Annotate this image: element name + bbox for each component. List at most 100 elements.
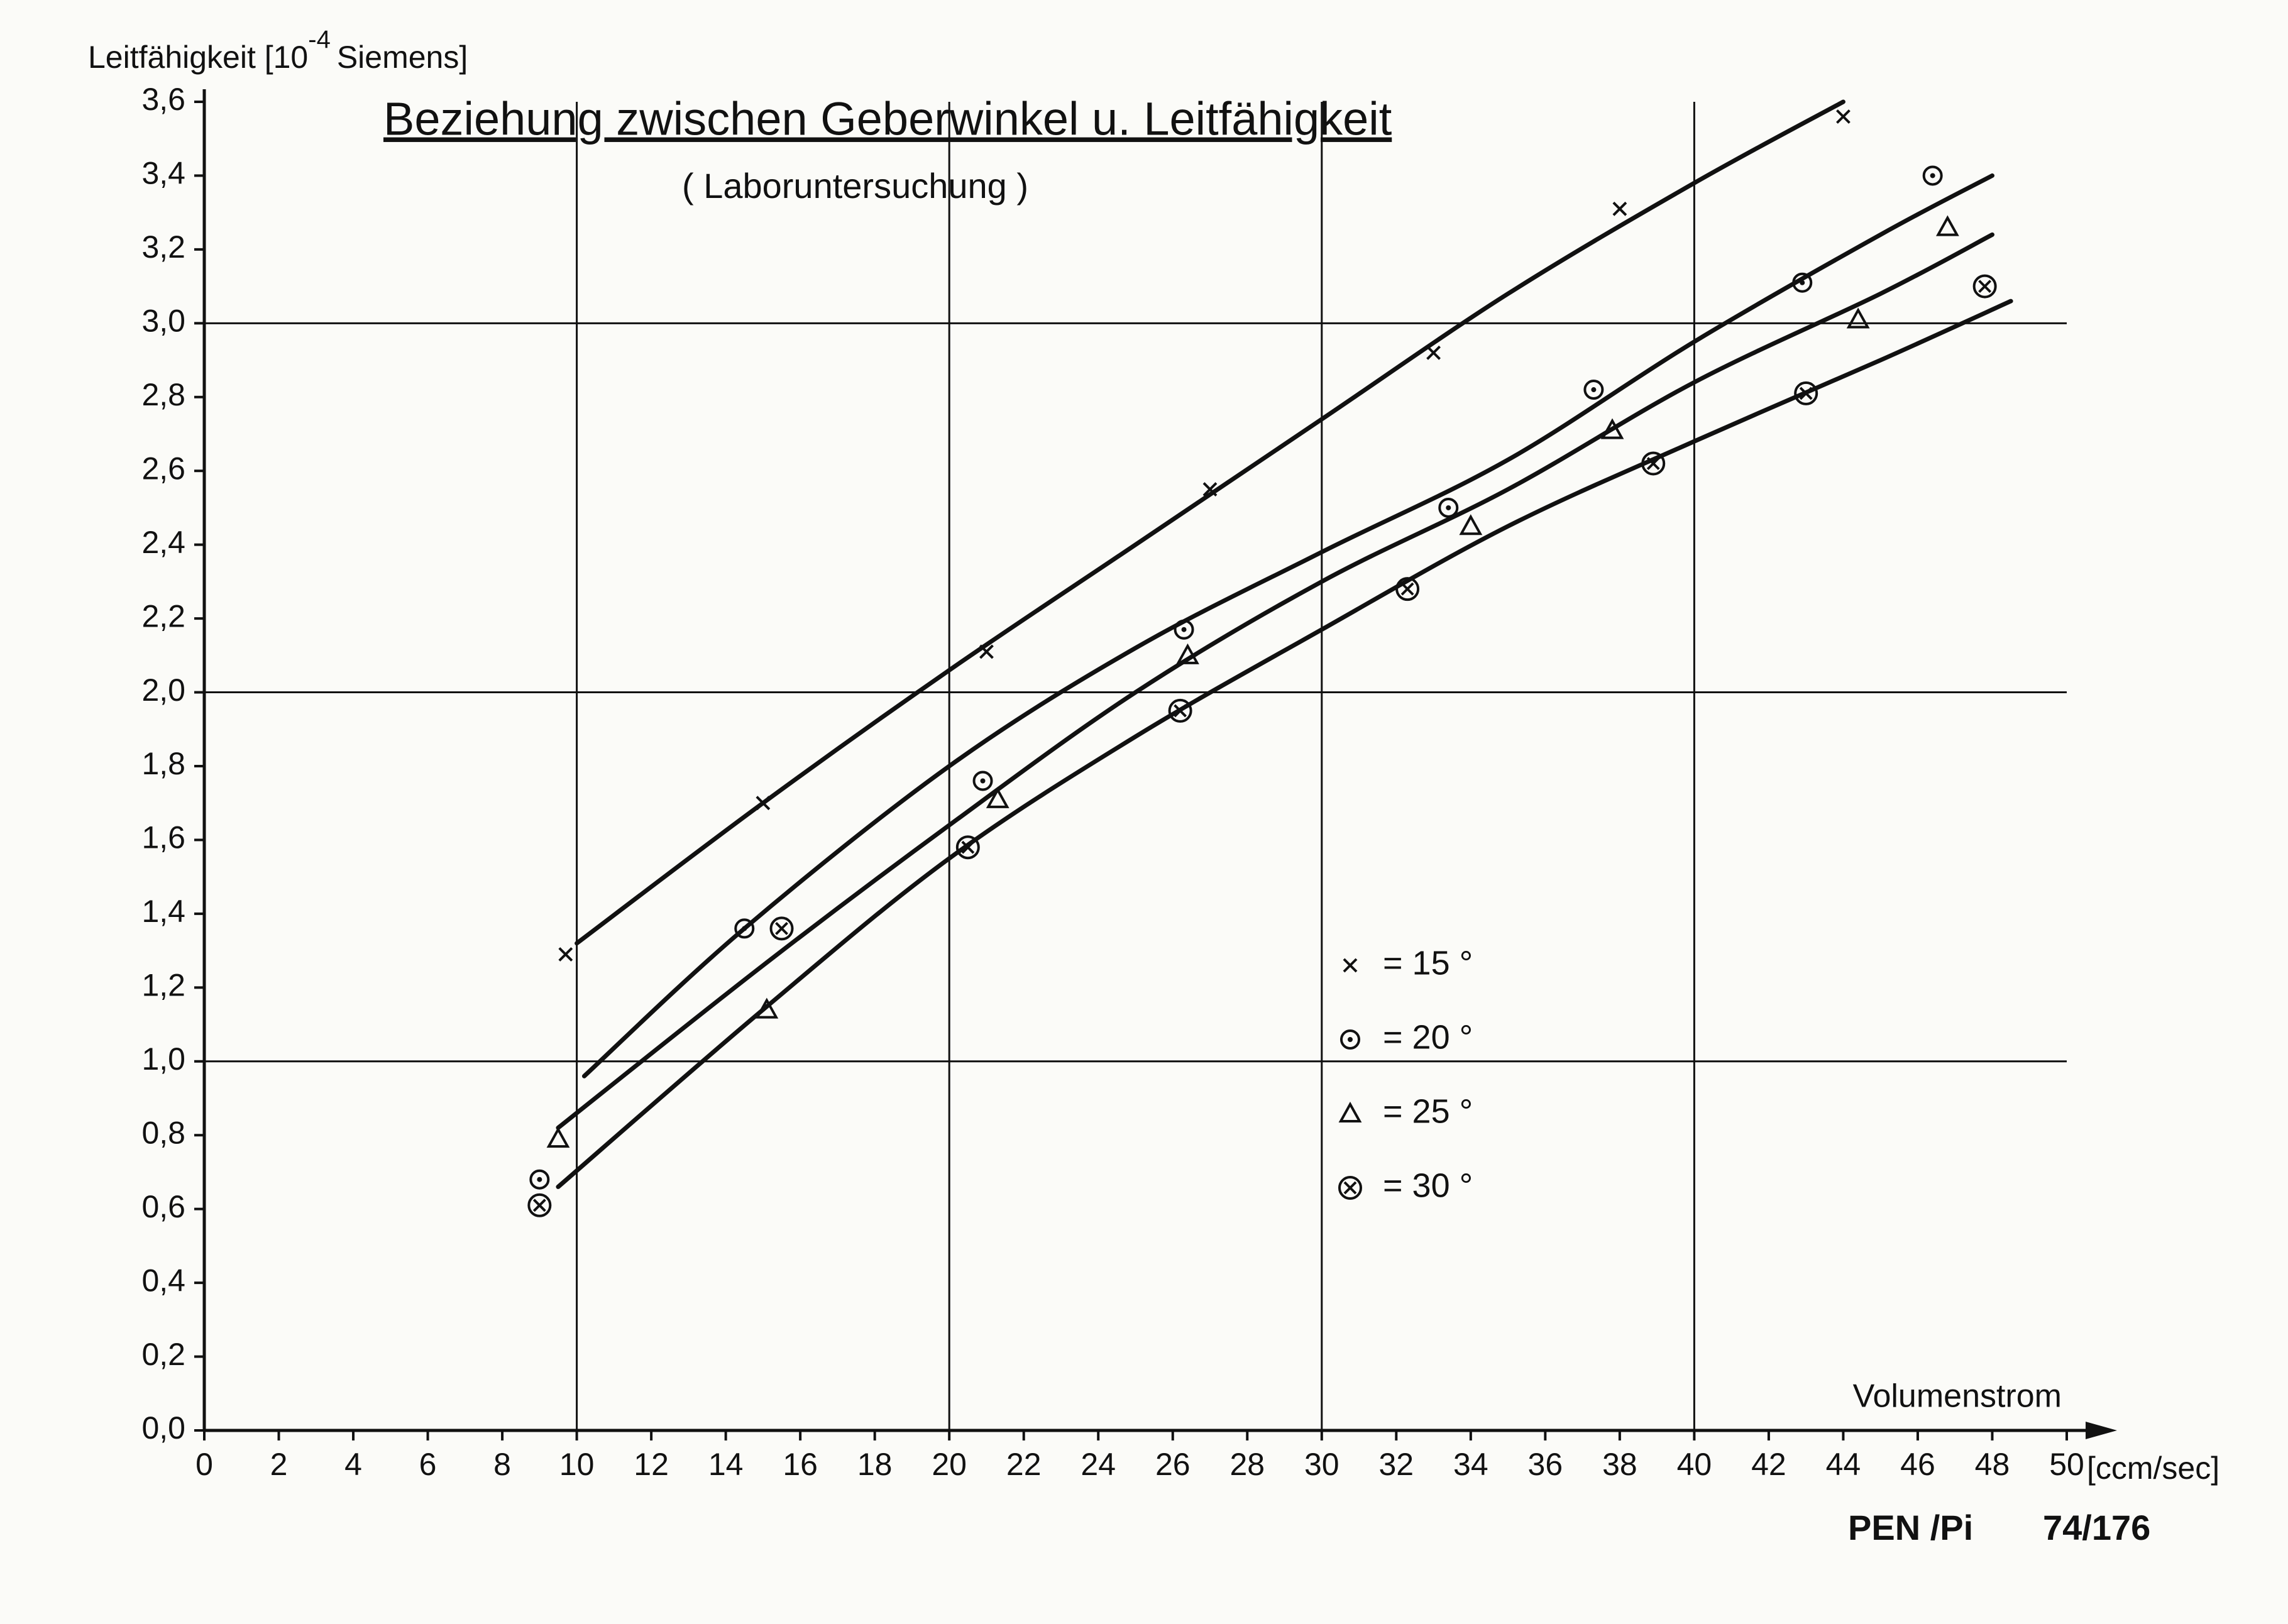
marker-shape — [1600, 418, 1624, 439]
x-tick-label: 36 — [1528, 1447, 1563, 1482]
x-tick-label: 46 — [1900, 1447, 1935, 1482]
marker-shape — [1338, 1176, 1362, 1200]
data-point — [1792, 272, 1813, 293]
x-tick-label: 44 — [1826, 1447, 1861, 1482]
data-point — [756, 796, 771, 811]
chart-subtitle: ( Laboruntersuchung ) — [682, 166, 1028, 206]
chart-title: Beziehung zwischen Geberwinkel u. Leitfä… — [383, 93, 1392, 145]
y-tick-label: 1,8 — [141, 746, 185, 781]
x-tick-label: 6 — [419, 1447, 437, 1482]
marker-dot — [1930, 173, 1935, 178]
data-point — [1176, 643, 1199, 664]
marker-x — [961, 840, 975, 854]
x-tick-label: 0 — [195, 1447, 213, 1482]
legend-label: = 25 ° — [1383, 1092, 1473, 1130]
marker-shape — [734, 918, 755, 939]
data-point — [1794, 381, 1818, 405]
legend-marker — [1338, 1176, 1362, 1200]
data-point — [734, 918, 755, 939]
data-point — [1174, 619, 1194, 640]
y-label-unit: Siemens] — [337, 40, 468, 75]
marker-shape — [1426, 345, 1441, 360]
fit-curve — [581, 173, 1994, 1078]
data-point — [955, 835, 980, 860]
legend-marker — [1340, 1029, 1360, 1050]
x-tick-label: 14 — [708, 1447, 744, 1482]
marker-shape — [546, 1126, 570, 1148]
data-point — [1846, 307, 1870, 329]
x-tick-label: 26 — [1155, 1447, 1191, 1482]
marker-shape — [1612, 201, 1627, 216]
y-tick-label: 2,4 — [141, 525, 185, 560]
marker-shape — [1176, 643, 1199, 664]
y-tick-label: 0,6 — [141, 1189, 185, 1224]
y-tick-label: 2,0 — [141, 672, 185, 708]
x-tick-label: 48 — [1975, 1447, 2010, 1482]
marker-dot — [742, 926, 747, 931]
data-point — [1922, 165, 1943, 186]
y-tick-label: 1,4 — [141, 894, 185, 929]
marker-dot — [980, 778, 986, 784]
data-point — [1168, 698, 1192, 723]
y-tick-label: 0,4 — [141, 1263, 185, 1298]
data-point — [1438, 497, 1459, 518]
footer-number: 74/176 — [2043, 1508, 2150, 1547]
marker-shape — [1395, 577, 1420, 601]
marker-shape — [527, 1193, 552, 1217]
y-tick-label: 2,8 — [141, 377, 185, 412]
y-label-exponent: -4 — [308, 26, 331, 53]
x-tick-label: 28 — [1229, 1447, 1265, 1482]
legend-label: = 20 ° — [1383, 1018, 1473, 1056]
x-tick-label: 10 — [559, 1447, 595, 1482]
data-point — [546, 1126, 570, 1148]
data-point — [972, 771, 993, 791]
marker-x — [1799, 387, 1813, 400]
marker-shape — [1935, 215, 1959, 236]
marker-shape — [529, 1169, 550, 1190]
y-tick-label: 1,2 — [141, 968, 185, 1003]
data-point — [527, 1193, 552, 1217]
footer-code: PEN /Pi — [1848, 1508, 1973, 1547]
marker-shape — [1972, 274, 1997, 299]
x-tick-label: 34 — [1453, 1447, 1488, 1482]
marker-shape — [1168, 698, 1192, 723]
data-point — [529, 1169, 550, 1190]
data-point — [1612, 201, 1627, 216]
y-tick-label: 0,0 — [141, 1410, 185, 1446]
marker-shape — [972, 771, 993, 791]
marker-dot — [537, 1177, 542, 1182]
x-tick-label: 8 — [493, 1447, 511, 1482]
marker-dot — [1800, 280, 1805, 285]
marker-shape — [979, 644, 994, 659]
y-tick-label: 1,6 — [141, 820, 185, 855]
marker-dot — [1591, 387, 1597, 393]
marker-shape — [986, 787, 1009, 808]
data-point — [1202, 482, 1218, 497]
data-point — [1426, 345, 1441, 360]
data-point — [1641, 451, 1666, 476]
x-tick-label: 20 — [932, 1447, 967, 1482]
data-point — [1395, 577, 1420, 601]
x-axis-arrow — [2086, 1422, 2117, 1439]
marker-shape — [1174, 619, 1194, 640]
x-tick-label: 32 — [1379, 1447, 1414, 1482]
marker-shape — [1340, 1029, 1360, 1050]
marker-x — [532, 1199, 546, 1212]
y-tick-label: 2,6 — [141, 451, 185, 486]
marker-shape — [1836, 109, 1851, 124]
fit-curve — [556, 299, 2013, 1189]
data-point — [986, 787, 1009, 808]
marker-dot — [1348, 1037, 1353, 1042]
marker-shape — [1846, 307, 1870, 329]
y-tick-label: 0,2 — [141, 1337, 185, 1372]
marker-shape — [1641, 451, 1666, 476]
x-tick-label: 38 — [1602, 1447, 1637, 1482]
y-tick-label: 0,8 — [141, 1115, 185, 1150]
y-tick-label: 1,0 — [141, 1041, 185, 1077]
data-point — [558, 947, 573, 962]
marker-shape — [1583, 380, 1604, 400]
marker-shape — [1202, 482, 1218, 497]
marker-shape — [1343, 958, 1358, 973]
data-point — [1600, 418, 1624, 439]
